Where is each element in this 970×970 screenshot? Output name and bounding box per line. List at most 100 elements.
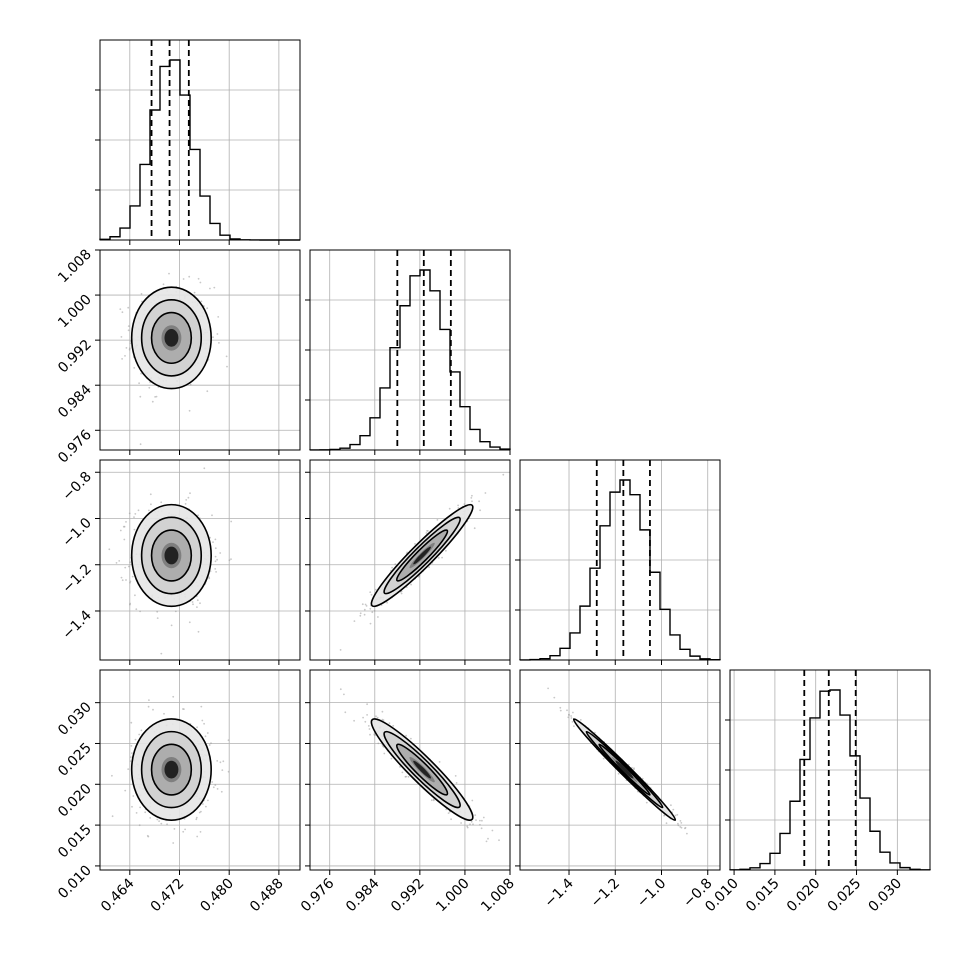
- scatter-point: [390, 757, 393, 760]
- scatter-point: [193, 291, 196, 294]
- scatter-point: [445, 808, 448, 811]
- scatter-point: [210, 742, 212, 745]
- scatter-point: [183, 708, 185, 710]
- scatter-point: [663, 814, 665, 817]
- x-tick-label: −1.4: [541, 875, 576, 910]
- scatter-point: [441, 556, 443, 559]
- scatter-point: [202, 803, 204, 805]
- scatter-point: [201, 719, 204, 722]
- scatter-point: [414, 543, 416, 545]
- scatter-point: [121, 579, 124, 582]
- scatter-point: [684, 827, 686, 830]
- contour-line-1: [383, 730, 461, 809]
- scatter-point: [196, 726, 198, 729]
- panel-1-0: 0.976 0.984 0.992 1.000 1.008: [55, 247, 301, 467]
- scatter-point: [362, 716, 364, 719]
- scatter-point: [195, 816, 198, 819]
- scatter-point: [371, 611, 374, 614]
- panel-frame: [309, 459, 511, 661]
- scatter-point: [211, 781, 214, 783]
- scatter-point: [479, 823, 481, 826]
- scatter-point: [160, 652, 163, 655]
- scatter-point: [670, 804, 672, 807]
- x-tick-label: −1.0: [634, 876, 669, 911]
- contour-line-1: [383, 516, 461, 595]
- scatter-point: [216, 333, 219, 335]
- scatter-point: [359, 614, 362, 617]
- scatter-point: [339, 688, 342, 691]
- scatter-point: [602, 757, 605, 760]
- scatter-point: [405, 734, 407, 737]
- scatter-point: [228, 559, 231, 562]
- scatter-point: [432, 798, 435, 801]
- scatter-point: [133, 516, 135, 518]
- x-tick-label: 1.000: [433, 876, 473, 916]
- histogram-3: [729, 689, 931, 871]
- scatter-point: [155, 395, 158, 398]
- scatter-point: [455, 782, 458, 784]
- scatter-point: [447, 812, 450, 814]
- y-tick-label: 1.000: [55, 292, 95, 332]
- density-contours: [370, 503, 474, 608]
- scatter-point: [213, 286, 216, 289]
- scatter-point: [148, 699, 150, 701]
- scatter-point: [214, 560, 217, 563]
- y-tick-label: −1.2: [59, 561, 94, 596]
- scatter-point: [457, 507, 460, 509]
- density-peak: [413, 546, 431, 565]
- density-contours: [572, 718, 677, 822]
- scatter-point: [212, 541, 214, 543]
- scatter-point: [339, 649, 342, 651]
- panel-2-2: [515, 459, 721, 665]
- scatter-point: [366, 703, 368, 706]
- scatter-point: [168, 272, 170, 275]
- panel-3-3: 0.010 0.015 0.020 0.025 0.030: [702, 669, 931, 915]
- scatter-point: [375, 715, 377, 718]
- scatter-point: [222, 760, 225, 763]
- scatter-point: [140, 372, 142, 375]
- panel-frame: [99, 669, 301, 871]
- y-tick-label: 0.976: [55, 427, 95, 467]
- scatter-point: [129, 581, 131, 584]
- scatter-point: [119, 529, 122, 532]
- scatter-point: [627, 763, 630, 766]
- scatter-point: [219, 552, 222, 554]
- scatter-point: [192, 603, 194, 606]
- contour-line-0: [598, 743, 651, 796]
- scatter-point: [469, 823, 471, 826]
- scatter-point: [438, 761, 441, 763]
- x-tick-label: 0.480: [197, 876, 237, 916]
- scatter-point: [160, 822, 163, 825]
- scatter-point: [199, 831, 202, 833]
- scatter-point: [215, 571, 217, 573]
- scatter-point: [445, 549, 447, 552]
- y-tick-label: 0.015: [55, 822, 95, 862]
- scatter-point: [134, 513, 137, 515]
- x-tick-label: 0.464: [98, 875, 138, 915]
- scatter-point: [139, 806, 141, 809]
- scatter-point: [406, 551, 409, 554]
- scatter-point: [118, 560, 121, 562]
- scatter-point: [208, 744, 211, 746]
- scatter-point: [471, 799, 474, 802]
- scatter-point: [127, 565, 130, 568]
- scatter-point: [491, 829, 494, 832]
- scatter-point: [128, 348, 131, 351]
- scatter-point: [203, 467, 206, 470]
- scatter-point: [187, 496, 190, 499]
- scatter-point: [343, 693, 345, 696]
- scatter-point: [679, 820, 682, 822]
- scatter-point: [199, 602, 201, 605]
- scatter-point: [376, 716, 379, 719]
- contour-line-0: [395, 529, 449, 582]
- scatter-point: [407, 775, 410, 778]
- scatter-point: [146, 834, 149, 837]
- scatter-point: [436, 519, 439, 521]
- scatter-point: [134, 738, 137, 741]
- scatter-point: [129, 342, 132, 345]
- scatter-point: [134, 594, 136, 597]
- scatter-point: [144, 811, 147, 814]
- contour-line-1: [140, 730, 203, 809]
- contour-line-0: [395, 743, 449, 796]
